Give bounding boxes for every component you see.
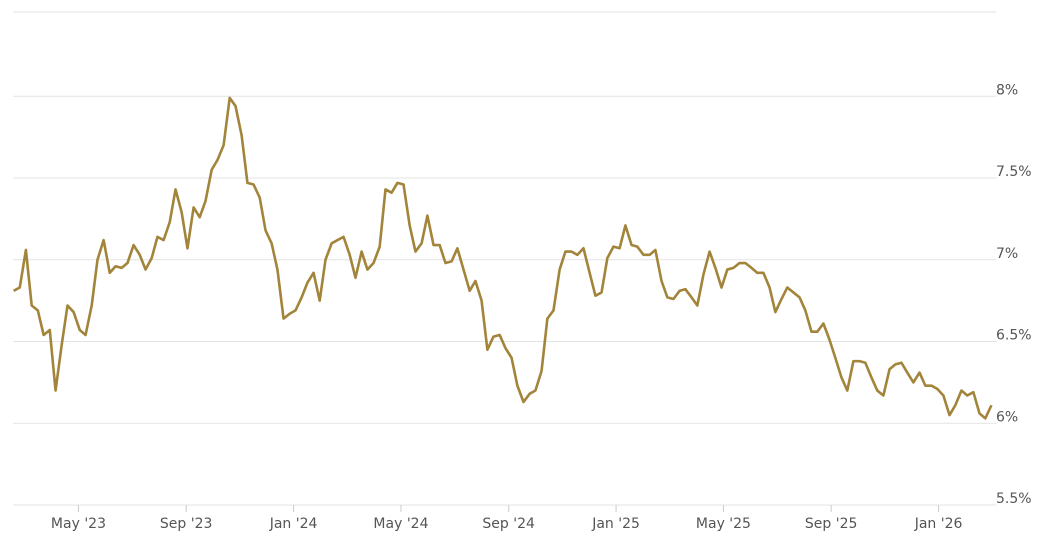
x-tick-label: Jan '24 [269, 516, 318, 532]
y-tick-label: 6% [996, 409, 1018, 425]
x-tick-label: May '25 [696, 516, 751, 532]
y-tick-label: 5.5% [996, 491, 1032, 507]
x-tick-label: Jan '26 [914, 516, 963, 532]
x-tick-label: Sep '24 [482, 516, 535, 532]
y-tick-label: 7% [996, 246, 1018, 262]
y-tick-label: 8% [996, 82, 1018, 98]
y-tick-label: 6.5% [996, 328, 1032, 344]
y-tick-label: 7.5% [996, 164, 1032, 180]
x-tick-label: May '23 [51, 516, 106, 532]
x-tick-label: May '24 [373, 516, 428, 532]
x-tick-label: Jan '25 [591, 516, 640, 532]
line-series [13, 96, 993, 420]
x-tick-label: Sep '25 [805, 516, 858, 532]
x-tick-label: Sep '23 [160, 516, 213, 532]
